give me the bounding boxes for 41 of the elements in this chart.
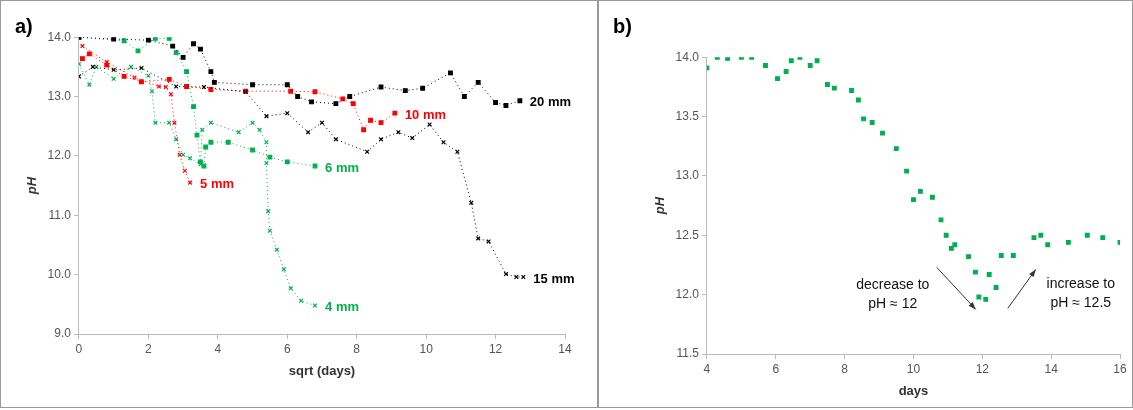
x-tick-label: 10 — [419, 341, 434, 356]
x-tick-label: 16 — [1113, 361, 1127, 376]
x-tick-label: 12 — [975, 361, 990, 376]
y-tick-label: 10.0 — [47, 266, 72, 281]
annotation: increase to pH ≈ 12.5 — [1046, 275, 1116, 311]
x-tick-label: 14 — [558, 341, 572, 356]
x-axis-title: sqrt (days) — [288, 362, 356, 378]
series-label: 20 mm — [529, 94, 572, 110]
x-tick-label: 8 — [353, 341, 361, 356]
x-tick-label: 0 — [75, 341, 83, 356]
x-tick-label: 4 — [703, 361, 711, 376]
y-tick-label: 13.0 — [675, 168, 700, 183]
y-tick-label: 12.0 — [675, 286, 700, 301]
x-tick-label: 2 — [145, 341, 153, 356]
x-tick-label: 12 — [488, 341, 503, 356]
series-label: 15 mm — [533, 270, 575, 286]
x-tick-label: 6 — [283, 341, 291, 356]
x-axis-title: days — [898, 382, 929, 398]
x-tick-label: 8 — [841, 361, 849, 376]
y-tick-label: 13.0 — [47, 88, 72, 103]
chart-title: b) — [613, 15, 632, 38]
x-tick-label: 6 — [772, 361, 780, 376]
x-tick-label: 4 — [214, 341, 222, 356]
x-tick-label: 14 — [1044, 361, 1059, 376]
chart-title: a) — [15, 15, 33, 38]
y-tick-label: 14.0 — [47, 29, 72, 44]
x-tick-label: 10 — [906, 361, 921, 376]
series-label: 10 mm — [404, 106, 447, 122]
y-tick-label: 9.0 — [54, 326, 72, 341]
y-axis-title: pH — [652, 196, 668, 216]
series-label: 4 mm — [325, 299, 359, 315]
y-tick-label: 11.5 — [676, 346, 700, 361]
series-label: 6 mm — [325, 159, 359, 175]
annotation: decrease to pH ≈ 12 — [856, 276, 930, 312]
y-tick-label: 12.5 — [675, 227, 700, 242]
y-tick-label: 11.0 — [48, 207, 72, 222]
y-tick-label: 13.5 — [675, 108, 700, 123]
y-tick-label: 12.0 — [47, 148, 72, 163]
series-label: 5 mm — [200, 176, 235, 192]
y-tick-label: 14.0 — [675, 49, 700, 64]
y-axis-title: pH — [24, 176, 40, 196]
